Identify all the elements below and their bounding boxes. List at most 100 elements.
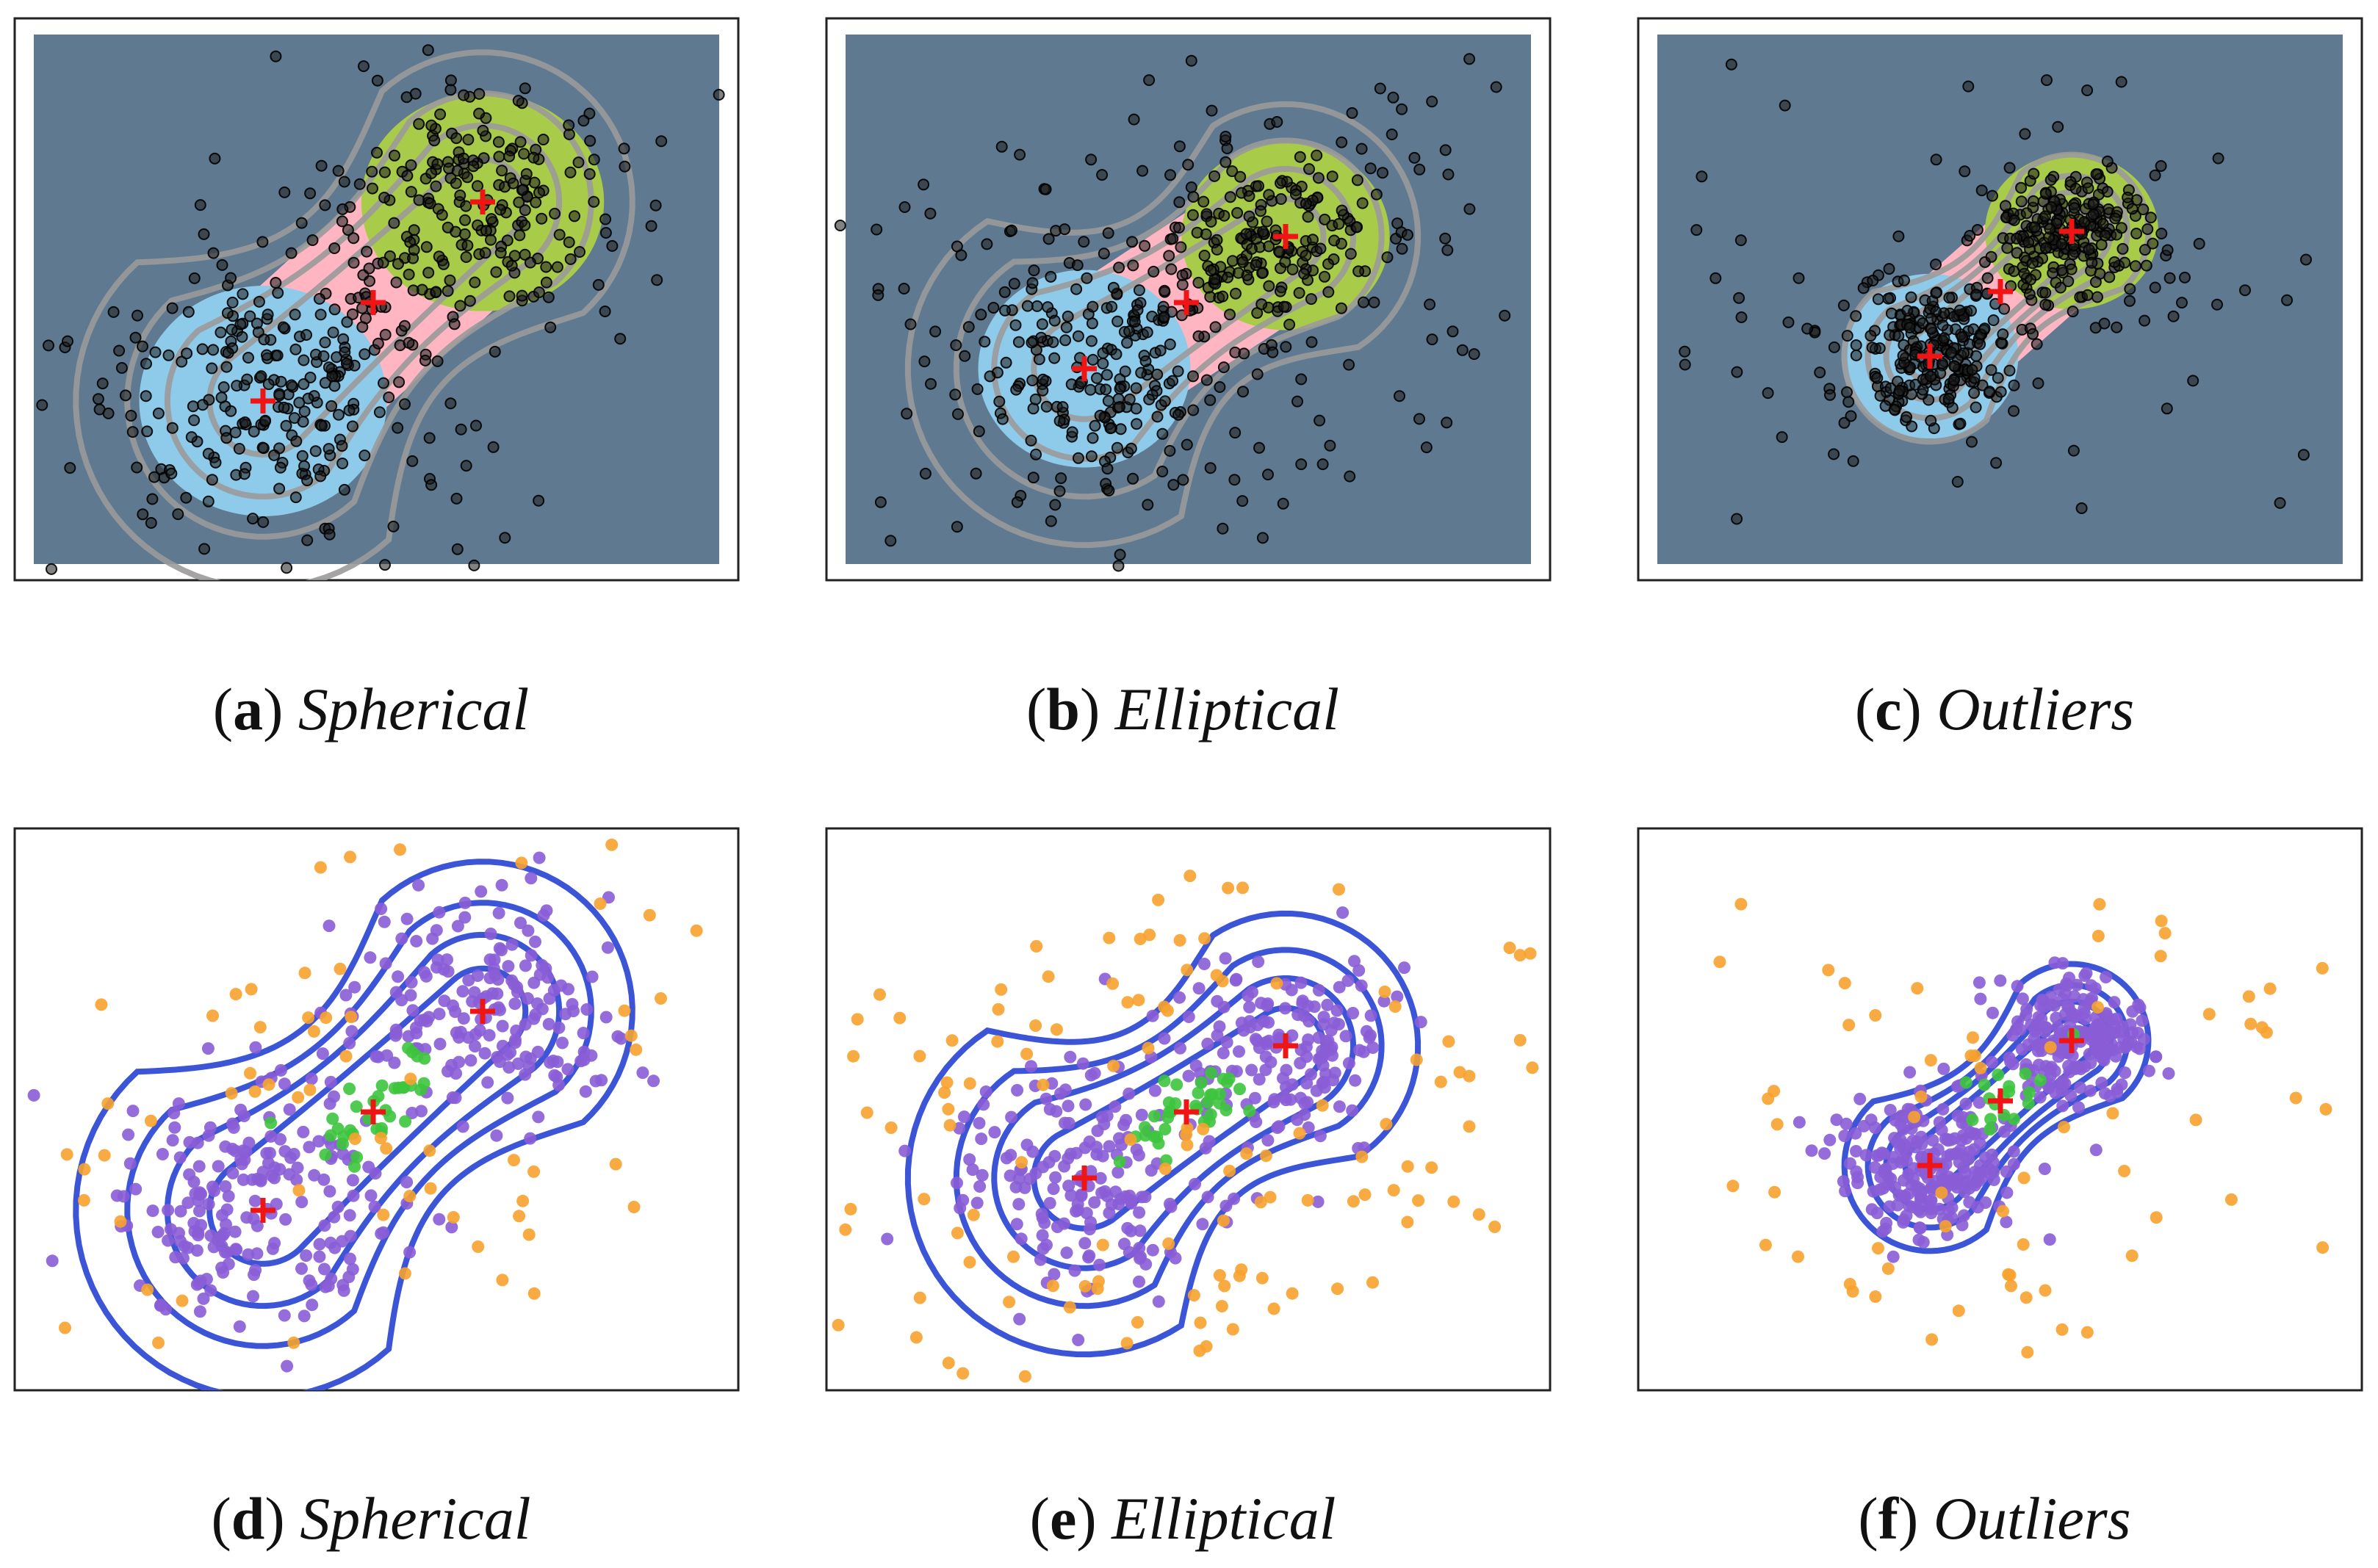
point-outlier — [314, 861, 327, 874]
point-core — [2027, 328, 2039, 340]
point-core — [1164, 338, 1176, 350]
point-core — [1300, 1050, 1313, 1063]
point-core — [1925, 312, 1937, 325]
point-core — [343, 1036, 356, 1049]
point-core — [1840, 1117, 1853, 1130]
point-outlier — [884, 535, 897, 547]
point-core — [1091, 372, 1103, 384]
point-core — [1139, 1191, 1152, 1204]
point-core — [457, 1012, 470, 1025]
point-core — [2020, 1002, 2033, 1016]
point-core — [1094, 1171, 1107, 1185]
point-core — [215, 1240, 228, 1253]
point-core — [1263, 189, 1275, 201]
point-core — [167, 1107, 181, 1120]
point-core — [1151, 368, 1164, 380]
point-core — [1030, 448, 1042, 460]
point-core — [1352, 265, 1365, 278]
point-outlier — [2115, 76, 2127, 88]
point-core — [415, 1105, 428, 1118]
point-outlier — [1911, 982, 1924, 995]
point-outlier — [1063, 1301, 1076, 1314]
point-core — [1837, 1175, 1850, 1188]
point-outlier — [844, 1202, 857, 1215]
point-outlier — [1204, 462, 1217, 474]
point-core — [1109, 1100, 1122, 1113]
point-core — [524, 256, 536, 269]
point-bridge — [350, 1100, 363, 1113]
point-core — [537, 134, 550, 145]
point-outlier — [940, 1076, 954, 1089]
point-core — [1186, 209, 1199, 221]
point-outlier — [262, 1078, 275, 1091]
point-outlier — [513, 1210, 526, 1223]
point-core — [1370, 188, 1383, 200]
point-outlier — [77, 1193, 90, 1207]
point-outlier — [374, 1132, 387, 1145]
point-core — [530, 196, 542, 209]
point-outlier — [606, 239, 619, 252]
point-outlier — [287, 1336, 300, 1349]
point-core — [2107, 1027, 2120, 1040]
point-core — [2075, 1063, 2087, 1075]
point-outlier — [605, 838, 619, 851]
point-core — [2056, 957, 2069, 970]
point-outlier — [624, 1029, 638, 1042]
point-outlier — [144, 1114, 157, 1127]
point-core — [333, 408, 345, 421]
point-core — [970, 1196, 984, 1210]
point-outlier — [1908, 1110, 1921, 1124]
point-outlier — [1094, 409, 1106, 422]
point-outlier — [1396, 103, 1408, 115]
point-core — [1113, 261, 1125, 274]
point-outlier — [1914, 1090, 1928, 1103]
point-core — [1262, 1016, 1275, 1029]
point-core — [1156, 427, 1169, 440]
point-outlier — [1055, 472, 1067, 485]
point-core — [1218, 209, 1231, 222]
point-core — [1082, 1251, 1095, 1264]
point-outlier — [609, 1157, 622, 1171]
point-core — [1302, 1121, 1315, 1134]
point-outlier — [1049, 499, 1062, 511]
point-bridge — [1195, 1076, 1208, 1089]
point-core — [1952, 1146, 1965, 1160]
point-core — [2086, 991, 2098, 1005]
point-outlier — [951, 1226, 964, 1240]
point-outlier — [496, 1273, 509, 1287]
point-core — [328, 1210, 341, 1224]
point-core — [1902, 1199, 1915, 1213]
point-core — [1012, 336, 1025, 348]
point-core — [480, 225, 492, 237]
point-outlier — [1255, 1271, 1269, 1285]
point-outlier — [918, 1193, 931, 1206]
point-outlier — [1759, 1238, 1772, 1251]
point-core — [2011, 1015, 2024, 1028]
point-outlier — [450, 492, 463, 505]
point-core — [1970, 350, 1982, 362]
point-outlier — [2055, 1323, 2069, 1336]
point-outlier — [1124, 1133, 1137, 1146]
point-core — [2061, 1000, 2074, 1013]
point-outlier — [1762, 387, 1774, 400]
point-core — [424, 198, 436, 209]
point-core — [305, 1072, 318, 1085]
point-core — [1036, 318, 1048, 330]
point-core — [473, 87, 486, 100]
point-outlier — [206, 1009, 219, 1022]
point-core — [318, 1262, 331, 1276]
point-core — [187, 400, 199, 413]
point-outlier — [1845, 410, 1857, 422]
point-core — [162, 1204, 175, 1217]
point-core — [536, 212, 548, 225]
point-core — [361, 245, 373, 258]
point-core — [1316, 1077, 1329, 1090]
point-core — [1850, 349, 1862, 361]
point-outlier — [1128, 316, 1141, 328]
point-core — [1192, 982, 1206, 995]
point-outlier — [2067, 444, 2080, 457]
point-core — [328, 242, 341, 254]
point-core — [516, 184, 528, 196]
point-outlier — [1200, 374, 1213, 386]
point-core — [172, 508, 184, 521]
